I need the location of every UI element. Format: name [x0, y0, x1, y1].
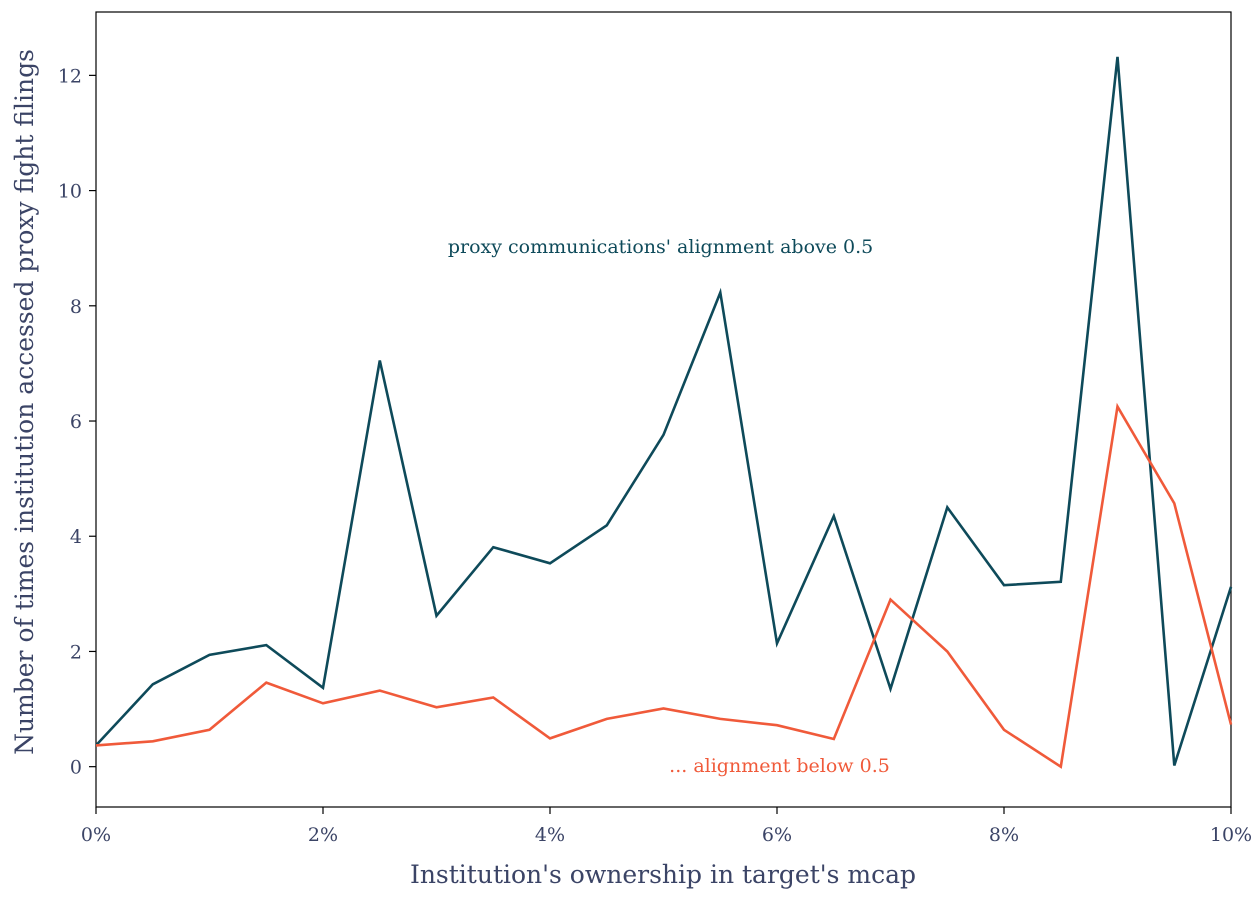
y-tick-label: 6 [70, 411, 82, 433]
y-tick-label: 4 [70, 526, 82, 548]
annotation-1: proxy communications' alignment above 0.… [448, 236, 873, 258]
y-tick-label: 12 [58, 65, 82, 87]
series-line-1 [95, 56, 1233, 766]
plot-frame [95, 11, 1232, 808]
y-tick-label: 0 [70, 757, 82, 779]
y-tick-label: 10 [58, 181, 82, 203]
y-tick-label: 2 [70, 641, 82, 663]
x-tick-label: 6% [762, 824, 792, 846]
y-tick-label: 8 [70, 296, 82, 318]
x-tick-label: 4% [535, 824, 565, 846]
y-axis-title: Number of times institution accessed pro… [10, 49, 39, 755]
x-tick-label: 10% [1210, 824, 1252, 846]
x-axis-title: Institution's ownership in target's mcap [410, 860, 916, 889]
x-tick-label: 2% [308, 824, 338, 846]
x-tick-label: 0% [81, 824, 111, 846]
x-tick-label: 8% [989, 824, 1019, 846]
series-line-2 [95, 402, 1233, 769]
annotation-2: ... alignment below 0.5 [669, 755, 890, 777]
